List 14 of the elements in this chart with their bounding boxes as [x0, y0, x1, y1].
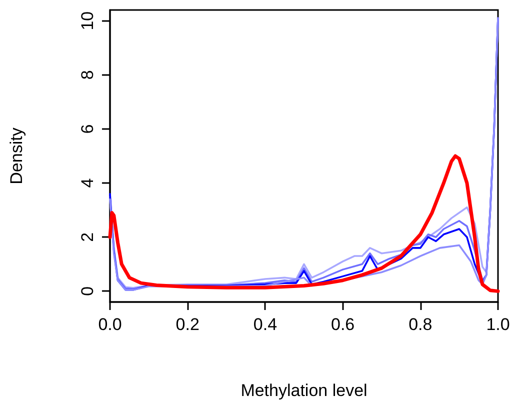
- y-axis-title: Density: [7, 127, 26, 184]
- x-axis-title: Methylation level: [240, 381, 368, 400]
- x-tick-label: 0.0: [98, 315, 122, 334]
- y-tick-label: 10: [78, 11, 97, 30]
- y-tick-label: 6: [78, 124, 97, 134]
- y-tick-label: 8: [78, 70, 97, 80]
- y-tick-label: 2: [78, 232, 97, 242]
- x-tick-label: 0.4: [253, 315, 278, 334]
- y-tick-label: 0: [78, 286, 97, 296]
- x-tick-label: 0.2: [176, 315, 200, 334]
- x-tick-label: 0.6: [330, 315, 355, 334]
- x-tick-label: 0.8: [408, 315, 432, 334]
- y-tick-label: 4: [78, 178, 97, 188]
- x-tick-label: 1.0: [486, 315, 510, 334]
